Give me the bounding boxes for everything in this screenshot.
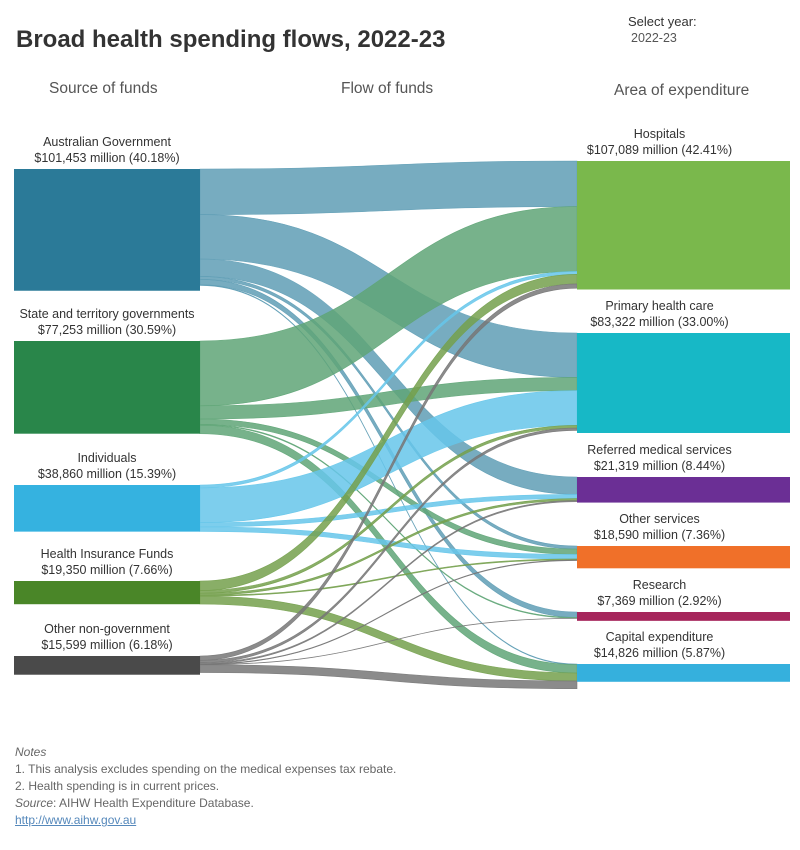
nodes-layer — [14, 161, 790, 682]
source-node-individuals[interactable] — [14, 485, 200, 532]
target-value-capital-expenditure: $14,826 million (5.87%) — [594, 646, 725, 660]
sankey-chart: Australian Government $101,453 million (4… — [14, 127, 790, 690]
source-node-australian-government[interactable] — [14, 169, 200, 291]
source-value-health-insurance-funds: $19,350 million (7.66%) — [41, 563, 172, 577]
source-column-header: Source of funds — [49, 80, 158, 97]
aihw-link[interactable]: http://www.aihw.gov.au — [15, 813, 137, 827]
target-label-hospitals: Hospitals — [634, 127, 685, 141]
target-label-research: Research — [633, 578, 687, 592]
labels-layer: Australian Government $101,453 million (4… — [19, 127, 732, 660]
source-node-health-insurance-funds[interactable] — [14, 581, 200, 605]
target-node-capital-expenditure[interactable] — [577, 664, 790, 682]
source-line: Source: AIHW Health Expenditure Database… — [15, 795, 396, 812]
year-selector-label: Select year: — [628, 14, 697, 29]
target-node-hospitals[interactable] — [577, 161, 790, 290]
target-value-primary-health-care: $83,322 million (33.00%) — [590, 315, 728, 329]
flows-layer — [199, 160, 578, 690]
source-label-health-insurance-funds: Health Insurance Funds — [41, 547, 174, 561]
source-node-state-and-territory-governments[interactable] — [14, 341, 200, 434]
flow-individuals-to-other-services[interactable] — [199, 526, 578, 560]
target-label-capital-expenditure: Capital expenditure — [606, 630, 714, 644]
target-value-hospitals: $107,089 million (42.41%) — [587, 143, 732, 157]
target-value-other-services: $18,590 million (7.36%) — [594, 528, 725, 542]
source-label-individuals: Individuals — [77, 451, 136, 465]
source-value-other-non-government: $15,599 million (6.18%) — [41, 638, 172, 652]
flow-column-header: Flow of funds — [341, 80, 434, 97]
note-item-2: 2. Health spending is in current prices. — [15, 779, 220, 793]
target-value-research: $7,369 million (2.92%) — [597, 594, 721, 608]
target-node-referred-medical-services[interactable] — [577, 477, 790, 503]
target-node-research[interactable] — [577, 612, 790, 621]
source-label-state-and-territory-governments: State and territory governments — [19, 307, 194, 321]
target-node-primary-health-care[interactable] — [577, 333, 790, 433]
source-label-other-non-government: Other non-government — [44, 622, 170, 636]
area-column-header: Area of expenditure — [614, 82, 750, 99]
flow-other-non-government-to-capital-expenditure[interactable] — [199, 664, 578, 690]
year-selector-value[interactable]: 2022-23 — [631, 31, 677, 45]
note-item-1: 1. This analysis excludes spending on th… — [15, 762, 397, 776]
notes-heading: Notes — [15, 745, 47, 759]
source-value-state-and-territory-governments: $77,253 million (30.59%) — [38, 323, 176, 337]
flow-australian-government-to-hospitals[interactable] — [199, 160, 578, 215]
target-label-other-services: Other services — [619, 512, 700, 526]
target-value-referred-medical-services: $21,319 million (8.44%) — [594, 459, 725, 473]
source-node-other-non-government[interactable] — [14, 656, 200, 675]
notes: Notes 1. This analysis excludes spending… — [15, 744, 396, 829]
target-label-referred-medical-services: Referred medical services — [587, 443, 732, 457]
source-text: : AIHW Health Expenditure Database. — [53, 796, 254, 810]
source-value-australian-government: $101,453 million (40.18%) — [34, 151, 179, 165]
source-label: Source — [15, 796, 54, 810]
source-label-australian-government: Australian Government — [43, 135, 171, 149]
target-node-other-services[interactable] — [577, 546, 790, 569]
target-label-primary-health-care: Primary health care — [605, 299, 713, 313]
page-title: Broad health spending flows, 2022-23 — [16, 26, 446, 53]
source-value-individuals: $38,860 million (15.39%) — [38, 467, 176, 481]
